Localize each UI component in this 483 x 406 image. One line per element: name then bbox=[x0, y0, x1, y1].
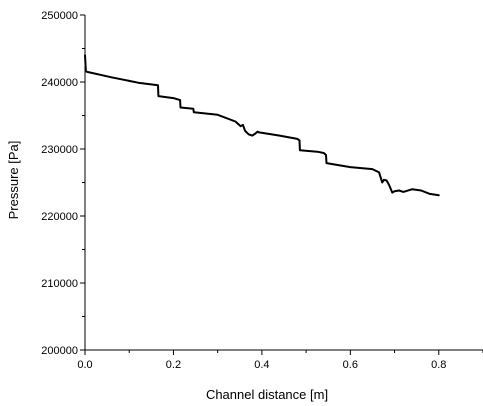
x-tick-label: 0.6 bbox=[343, 359, 358, 371]
y-tick-label: 200000 bbox=[41, 345, 78, 357]
y-tick-label: 210000 bbox=[41, 278, 78, 290]
y-tick-label: 220000 bbox=[41, 211, 78, 223]
y-axis: 200000 210000 220000 230000 240000 250000 bbox=[41, 10, 86, 357]
plot-area bbox=[84, 54, 440, 197]
x-axis: 0.0 0.2 0.4 0.6 0.8 bbox=[77, 349, 483, 371]
x-tick-label: 0.8 bbox=[431, 359, 446, 371]
x-tick-label: 0.4 bbox=[254, 359, 269, 371]
y-tick-label: 250000 bbox=[41, 10, 78, 22]
series-line bbox=[84, 54, 440, 197]
x-tick-label: 0.2 bbox=[166, 359, 181, 371]
x-axis-title: Channel distance [m] bbox=[206, 387, 328, 402]
y-tick-label: 230000 bbox=[41, 144, 78, 156]
y-tick-label: 240000 bbox=[41, 77, 78, 89]
x-tick-label: 0.0 bbox=[77, 359, 92, 371]
y-axis-title: Pressure [Pa] bbox=[6, 141, 21, 220]
